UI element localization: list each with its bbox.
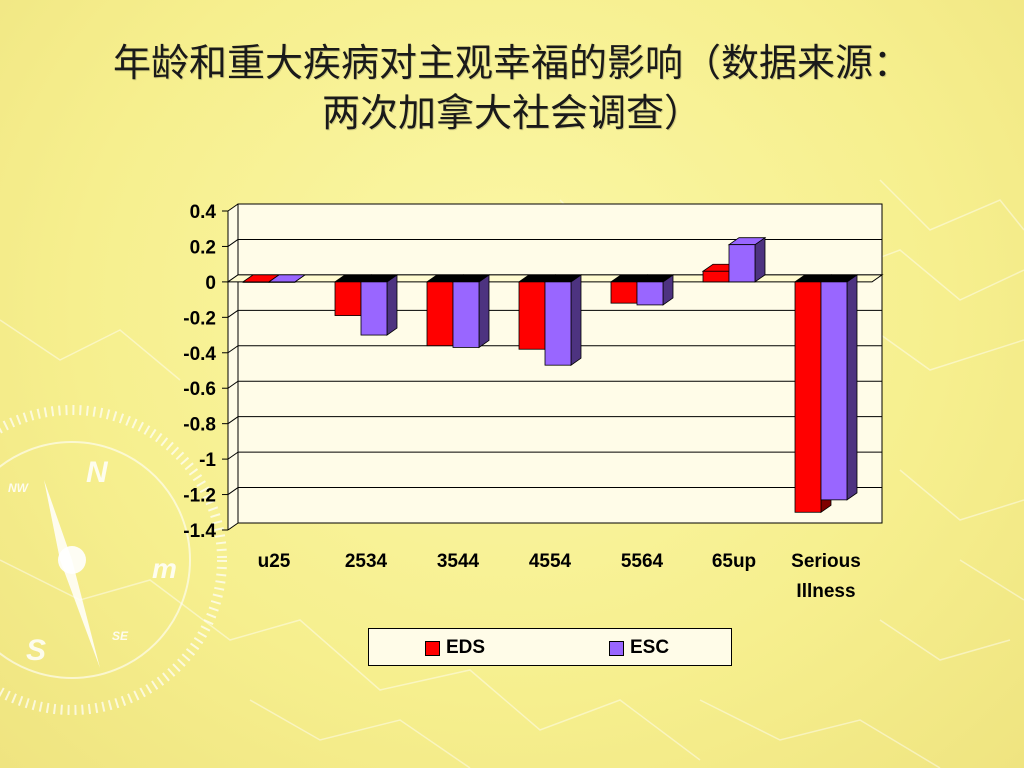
bar-esc (360, 281, 388, 336)
y-tick-label: 0.2 (190, 237, 216, 258)
gridline-side (227, 416, 239, 425)
compass-letter-m: m (152, 553, 177, 584)
x-tick-label: 65up (712, 551, 756, 572)
bar-side-esc (754, 236, 766, 283)
legend-item-esc: ESC (609, 637, 669, 659)
x-tick-label: u25 (258, 551, 291, 572)
gridline-side (227, 487, 239, 495)
bar-esc (820, 281, 848, 501)
slide-title: 年龄和重大疾病对主观幸福的影响（数据来源： 两次加拿大社会调查） (0, 38, 1024, 138)
bar-esc (452, 281, 480, 348)
bar-esc (544, 281, 572, 366)
gridline-side (227, 451, 239, 460)
gridline-side (227, 203, 239, 212)
gridline-side (227, 522, 239, 531)
bar-eds (794, 281, 822, 513)
bar-esc (636, 281, 664, 306)
bar-eds (334, 281, 362, 316)
bar-esc (268, 281, 296, 283)
gridline-side (227, 239, 239, 247)
x-tick-label: 4554 (529, 551, 572, 572)
bar-eds (426, 281, 454, 347)
y-tick-label: 0 (205, 273, 216, 294)
y-tick-label: -0.8 (183, 415, 216, 436)
legend-swatch-esc (609, 640, 624, 656)
compass-letter-nw: NW (8, 481, 30, 495)
compass-letter-se: SE (112, 629, 129, 643)
bar-eds (518, 281, 546, 350)
bar-side-esc (846, 274, 858, 501)
x-tick-label: Serious (791, 551, 861, 572)
y-tick-label: -1.2 (183, 486, 216, 507)
y-tick-label: -1 (199, 450, 216, 471)
y-tick-label: 0.4 (190, 202, 217, 223)
legend-swatch-eds (425, 640, 440, 656)
compass-letter-s: S (26, 634, 46, 667)
chart-legend: EDS ESC (368, 628, 732, 666)
slide-title-line-1: 年龄和重大疾病对主观幸福的影响（数据来源： (112, 41, 911, 85)
y-tick-label: -0.4 (183, 344, 216, 365)
legend-label-eds: EDS (446, 637, 486, 658)
x-tick-label: Illness (796, 581, 855, 602)
gridline-side (227, 380, 239, 389)
bar-esc (728, 244, 756, 283)
bar-side-esc (570, 274, 582, 366)
bar-eds (610, 281, 638, 304)
bar-eds (702, 270, 730, 283)
x-tick-label: 3544 (437, 551, 480, 572)
legend-item-eds: EDS (425, 637, 485, 659)
y-tick-label: -1.4 (183, 521, 216, 542)
compass-rose (0, 405, 227, 715)
legend-label-esc: ESC (630, 637, 670, 658)
bar-side-esc (386, 274, 398, 336)
gridline-side (227, 345, 239, 354)
x-tick-label: 5564 (621, 551, 664, 572)
gridline-side (227, 309, 239, 318)
y-tick-label: -0.6 (183, 379, 216, 400)
bar-eds (242, 281, 270, 283)
y-tick-label: -0.2 (183, 308, 216, 329)
x-tick-label: 2534 (345, 551, 388, 572)
bar-side-esc (478, 274, 490, 349)
slide-title-line-2: 两次加拿大社会调查） (321, 91, 702, 135)
compass-letter-n: N (86, 456, 109, 489)
compass-needle (44, 480, 100, 668)
